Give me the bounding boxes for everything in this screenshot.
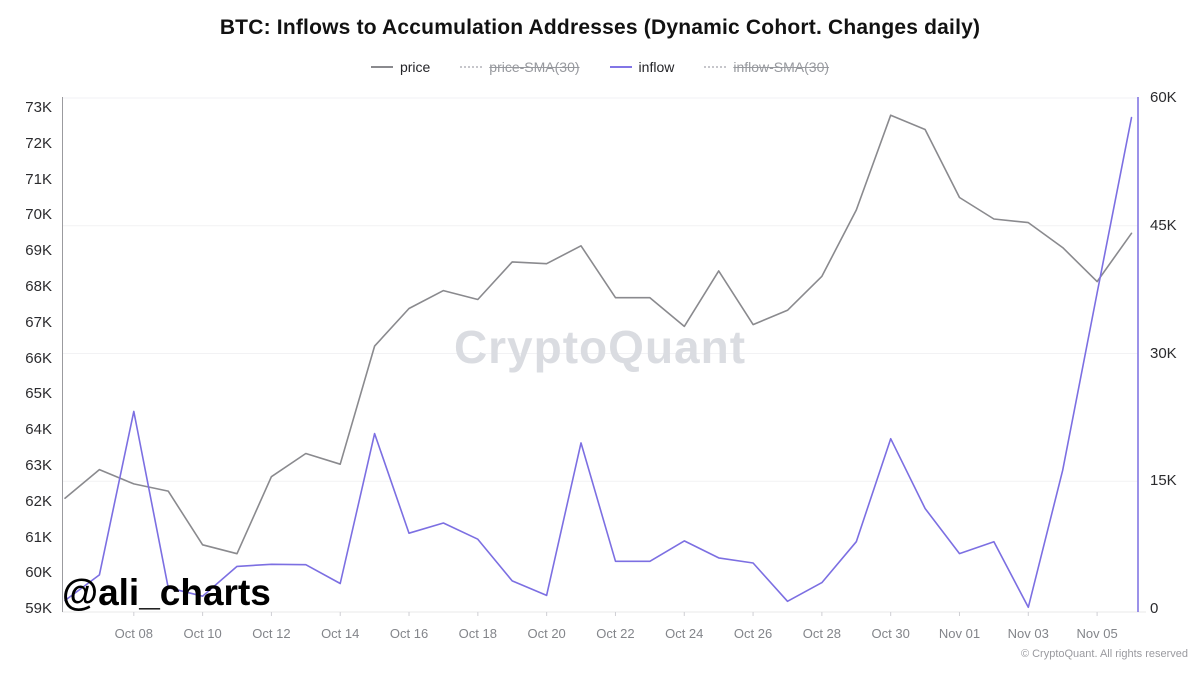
x-axis-label: Oct 10 <box>183 626 222 641</box>
left-axis-label: 71K <box>25 170 52 188</box>
left-axis-label: 72K <box>25 134 52 152</box>
left-axis-label: 73K <box>25 99 52 116</box>
price-sma-line-swatch-icon <box>460 66 483 68</box>
inflow-line <box>64 116 1133 609</box>
legend-item-inflow[interactable]: inflow <box>609 59 675 75</box>
x-axis-label: Nov 03 <box>1007 626 1049 641</box>
right-axis-label: 0 <box>1150 600 1159 617</box>
left-axis-label: 64K <box>25 421 52 439</box>
left-axis-label: 61K <box>25 528 52 546</box>
inflow-sma-line-swatch-icon <box>704 66 727 68</box>
legend-label: price-SMA(30) <box>489 59 580 75</box>
right-axis-label: 30K <box>1150 344 1177 362</box>
left-axis-label: 70K <box>25 206 52 224</box>
legend-label: inflow <box>638 59 675 75</box>
left-axis-label: 66K <box>25 349 52 367</box>
right-axis-label: 45K <box>1150 216 1177 234</box>
chart-title: BTC: Inflows to Accumulation Addresses (… <box>219 16 981 39</box>
x-axis-label: Oct 22 <box>596 626 635 641</box>
x-axis-label: Nov 05 <box>1076 626 1118 641</box>
x-axis-label: Oct 12 <box>252 626 291 641</box>
x-axis-label: Oct 08 <box>114 626 153 641</box>
left-axis-label: 60K <box>25 564 52 582</box>
price-line <box>64 114 1133 555</box>
x-axis-label: Oct 28 <box>802 626 841 641</box>
x-axis-label: Oct 30 <box>871 626 910 641</box>
legend-label: inflow-SMA(30) <box>733 59 830 75</box>
author-handle: @ali_charts <box>62 572 271 613</box>
legend-item-inflow-sma[interactable]: inflow-SMA(30) <box>704 59 829 75</box>
x-axis-label: Oct 18 <box>458 626 497 641</box>
legend-item-price-sma[interactable]: price-SMA(30) <box>460 59 580 75</box>
price-line-swatch-icon <box>370 66 393 68</box>
x-axis-label: Oct 26 <box>733 626 773 641</box>
right-axis-label: 15K <box>1150 472 1177 490</box>
x-axis-label: Nov 01 <box>938 626 981 641</box>
left-axis-label: 67K <box>25 313 52 331</box>
left-axis-label: 62K <box>25 492 52 510</box>
right-axis-label: 60K <box>1150 89 1177 106</box>
x-axis-label: Oct 14 <box>321 626 360 641</box>
legend: price price-SMA(30) inflow inflow-SMA(30… <box>0 59 1200 75</box>
inflow-line-swatch-icon <box>609 66 632 68</box>
legend-label: price <box>399 59 431 75</box>
left-axis-label: 65K <box>25 385 52 403</box>
x-axis-label: Oct 20 <box>527 626 566 641</box>
copyright-text: © CryptoQuant. All rights reserved <box>1020 648 1188 660</box>
left-axis-label: 68K <box>25 278 52 295</box>
x-axis-label: Oct 16 <box>389 626 429 641</box>
left-axis-label: 63K <box>25 457 52 474</box>
x-axis-label: Oct 24 <box>665 626 704 641</box>
left-axis-label: 69K <box>25 242 52 260</box>
left-axis-label: 59K <box>25 600 52 618</box>
legend-item-price[interactable]: price <box>370 59 431 75</box>
